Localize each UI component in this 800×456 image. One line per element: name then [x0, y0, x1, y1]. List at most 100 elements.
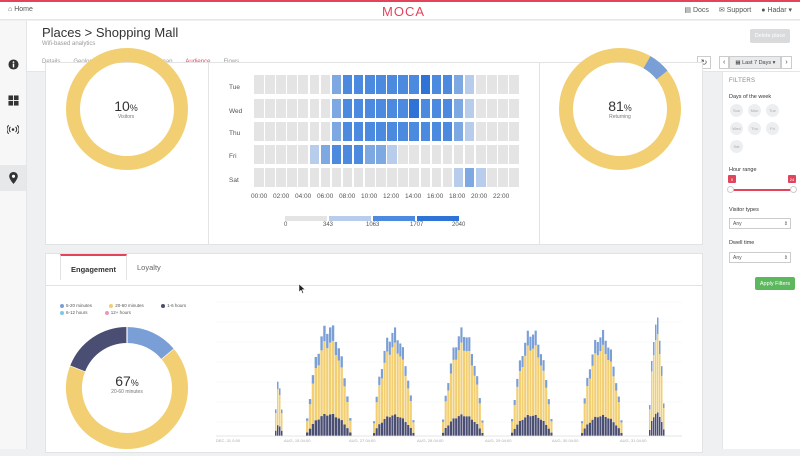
chart-bar-segment[interactable]: [349, 432, 352, 436]
support-link[interactable]: ✉ Support: [718, 7, 752, 14]
chart-bar-segment[interactable]: [604, 354, 607, 417]
chart-bar-segment[interactable]: [391, 347, 394, 416]
chart-bar-segment[interactable]: [478, 398, 481, 404]
chart-bar-segment[interactable]: [329, 327, 332, 343]
chart-bar-segment[interactable]: [591, 354, 594, 366]
day-toggle-sat[interactable]: Sat: [730, 140, 743, 153]
chart-bar-segment[interactable]: [457, 416, 460, 436]
chart-bar-segment[interactable]: [323, 413, 326, 436]
chart-bar-segment[interactable]: [588, 369, 591, 379]
day-toggle-mon[interactable]: Mon: [748, 104, 761, 117]
chart-bar-segment[interactable]: [401, 418, 404, 436]
chart-bar-segment[interactable]: [409, 401, 412, 428]
chart-bar-segment[interactable]: [478, 428, 481, 436]
chart-bar-segment[interactable]: [478, 403, 481, 429]
chart-bar-segment[interactable]: [463, 416, 466, 436]
chart-bar-segment[interactable]: [521, 420, 524, 436]
legend-item[interactable]: 20-60 minutes: [109, 303, 152, 308]
chart-bar-segment[interactable]: [599, 337, 602, 352]
chart-bar-segment[interactable]: [594, 353, 597, 417]
chart-bar-segment[interactable]: [311, 375, 315, 384]
chart-bar-segment[interactable]: [340, 367, 343, 421]
chart-bar-segment[interactable]: [373, 421, 376, 424]
chart-bar-segment[interactable]: [386, 351, 389, 417]
day-toggle-wed[interactable]: Wed: [730, 122, 743, 135]
chart-bar-segment[interactable]: [306, 432, 309, 436]
chart-bar-segment[interactable]: [275, 430, 277, 436]
chart-bar-segment[interactable]: [460, 327, 463, 343]
chart-bar-segment[interactable]: [388, 341, 391, 355]
chart-bar-segment[interactable]: [386, 416, 389, 436]
chart-bar-segment[interactable]: [537, 357, 540, 418]
chart-bar-segment[interactable]: [412, 432, 415, 436]
chart-bar-segment[interactable]: [378, 384, 381, 425]
chart-bar-segment[interactable]: [442, 419, 445, 422]
chart-bar-segment[interactable]: [308, 404, 312, 429]
chart-bar-segment[interactable]: [588, 378, 591, 423]
chart-bar-segment[interactable]: [537, 417, 540, 436]
chart-bar-segment[interactable]: [412, 422, 415, 433]
chart-bar-segment[interactable]: [545, 379, 548, 388]
chart-bar-segment[interactable]: [337, 360, 340, 419]
chart-bar-segment[interactable]: [649, 429, 651, 436]
chart-bar-segment[interactable]: [591, 419, 594, 436]
chart-bar-segment[interactable]: [516, 424, 519, 436]
legend-item[interactable]: 12+ hours: [104, 310, 139, 315]
chart-bar-segment[interactable]: [383, 418, 386, 436]
chart-bar-segment[interactable]: [375, 402, 378, 429]
chart-bar-segment[interactable]: [599, 351, 602, 417]
chart-bar-segment[interactable]: [409, 427, 412, 436]
chart-bar-segment[interactable]: [481, 422, 484, 433]
chart-bar-segment[interactable]: [320, 416, 323, 436]
chart-bar-segment[interactable]: [620, 422, 623, 433]
chart-bar-segment[interactable]: [473, 365, 476, 376]
info-icon[interactable]: [0, 51, 26, 77]
chart-bar-segment[interactable]: [513, 405, 516, 429]
chart-bar-segment[interactable]: [524, 342, 527, 356]
day-toggle-tue[interactable]: Tue: [766, 104, 779, 117]
chart-bar-segment[interactable]: [279, 388, 281, 396]
chart-bar-segment[interactable]: [314, 420, 317, 436]
chart-bar-segment[interactable]: [308, 399, 312, 405]
chart-bar-segment[interactable]: [449, 421, 452, 436]
chart-bar-segment[interactable]: [547, 399, 550, 405]
chart-bar-segment[interactable]: [521, 356, 524, 368]
chart-bar-segment[interactable]: [602, 330, 605, 345]
chart-bar-segment[interactable]: [452, 359, 455, 419]
chart-bar-segment[interactable]: [444, 401, 447, 428]
chart-bar-segment[interactable]: [340, 356, 343, 368]
chart-bar-segment[interactable]: [513, 399, 516, 406]
chart-bar-segment[interactable]: [511, 419, 514, 422]
chart-bar-segment[interactable]: [373, 423, 376, 434]
chart-bar-segment[interactable]: [407, 388, 410, 425]
chart-bar-segment[interactable]: [615, 390, 618, 426]
chart-bar-segment[interactable]: [323, 325, 326, 342]
chart-bar-segment[interactable]: [521, 367, 524, 421]
chart-bar-segment[interactable]: [649, 409, 651, 430]
chart-bar-segment[interactable]: [607, 359, 610, 419]
chart-bar-segment[interactable]: [334, 355, 338, 418]
tab-loyalty[interactable]: Loyalty: [137, 263, 161, 272]
chart-bar-segment[interactable]: [277, 389, 279, 426]
chart-bar-segment[interactable]: [607, 347, 610, 360]
chart-bar-segment[interactable]: [311, 423, 315, 436]
day-toggle-sun[interactable]: Sun: [730, 104, 743, 117]
chart-bar-segment[interactable]: [447, 383, 450, 391]
chart-bar-segment[interactable]: [511, 421, 514, 433]
hour-max-handle[interactable]: [790, 186, 797, 193]
chart-bar-segment[interactable]: [468, 337, 471, 352]
chart-bar-segment[interactable]: [399, 343, 402, 357]
chart-bar-segment[interactable]: [331, 413, 335, 436]
chart-bar-segment[interactable]: [447, 390, 450, 426]
chart-bar-segment[interactable]: [518, 360, 521, 371]
chart-bar-segment[interactable]: [537, 344, 540, 358]
chart-bar-segment[interactable]: [394, 327, 397, 343]
chart-bar-segment[interactable]: [550, 421, 553, 433]
chart-bar-segment[interactable]: [620, 432, 623, 436]
chart-bar-segment[interactable]: [542, 420, 545, 436]
map-pin-icon[interactable]: [0, 165, 26, 191]
chart-bar-segment[interactable]: [612, 366, 615, 377]
chart-bar-segment[interactable]: [602, 414, 605, 436]
chart-bar-segment[interactable]: [532, 348, 535, 416]
donut-slice[interactable]: [126, 327, 174, 360]
